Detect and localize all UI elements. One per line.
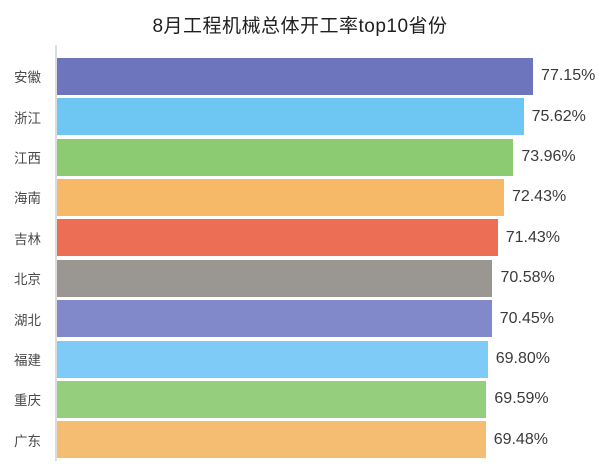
category-label: 重庆 <box>14 393 41 409</box>
bar-row: 浙江 75.62% <box>0 96 600 136</box>
bar <box>57 380 487 418</box>
category-label: 北京 <box>14 272 41 288</box>
category-label: 江西 <box>14 151 41 167</box>
bar-track: 69.59% <box>57 380 600 418</box>
category-label: 浙江 <box>14 110 41 126</box>
bar-track: 77.15% <box>57 57 600 95</box>
bar-row: 安徽 77.15% <box>0 56 600 96</box>
category-label: 广东 <box>14 433 41 449</box>
bar-track: 70.45% <box>57 300 600 338</box>
bar <box>57 340 488 378</box>
bar-track: 69.48% <box>57 421 600 459</box>
value-label: 70.45% <box>499 309 554 327</box>
value-label: 75.62% <box>531 107 586 125</box>
category-label: 吉林 <box>14 231 41 247</box>
bar <box>57 178 504 216</box>
value-label: 70.58% <box>500 269 555 287</box>
bar-row: 广东 69.48% <box>0 420 600 460</box>
value-label: 77.15% <box>541 67 596 85</box>
value-label: 69.80% <box>495 350 550 368</box>
bar-row: 福建 69.80% <box>0 339 600 379</box>
bar <box>57 219 498 257</box>
bar-track: 69.80% <box>57 340 600 378</box>
bar <box>57 300 492 338</box>
category-label: 福建 <box>14 353 41 369</box>
value-label: 69.59% <box>494 390 549 408</box>
bar-track: 75.62% <box>57 98 600 136</box>
chart-title: 8月工程机械总体开工率top10省份 <box>152 16 448 37</box>
bar <box>57 57 534 95</box>
bar <box>57 421 486 459</box>
bar-row: 湖北 70.45% <box>0 298 600 338</box>
value-label: 69.48% <box>493 430 548 448</box>
bar-rows: 安徽 77.15% 浙江 75.62% 江西 73.96% 海南 <box>0 56 600 460</box>
y-axis-line <box>55 45 57 461</box>
category-label: 湖北 <box>14 312 41 328</box>
bar-track: 73.96% <box>57 138 600 176</box>
value-label: 73.96% <box>521 148 576 166</box>
bar-row: 重庆 69.59% <box>0 379 600 419</box>
bar-row: 江西 73.96% <box>0 137 600 177</box>
bar-track: 71.43% <box>57 219 600 257</box>
bar <box>57 98 524 136</box>
category-label: 海南 <box>14 191 41 207</box>
bar-row: 吉林 71.43% <box>0 218 600 258</box>
bar-row: 海南 72.43% <box>0 177 600 217</box>
value-label: 72.43% <box>511 188 567 206</box>
bar <box>57 259 493 297</box>
bar-track: 72.43% <box>57 178 600 216</box>
bar-track: 70.58% <box>57 259 600 297</box>
bar-row: 北京 70.58% <box>0 258 600 298</box>
value-label: 71.43% <box>505 228 561 246</box>
bar <box>57 138 514 176</box>
category-label: 安徽 <box>14 70 41 86</box>
